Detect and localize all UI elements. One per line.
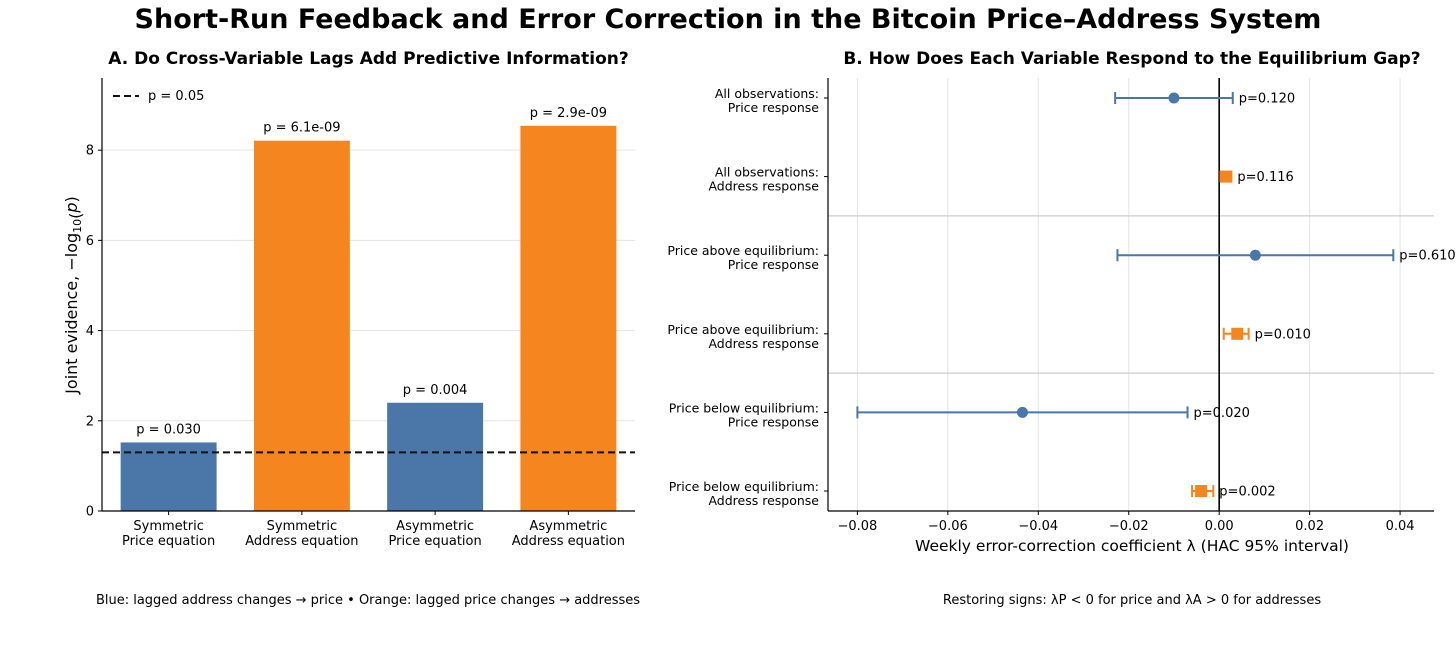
row-label: Price below equilibrium: bbox=[669, 400, 819, 415]
y-tick-label: 8 bbox=[86, 144, 94, 159]
p-value-label: p=0.020 bbox=[1194, 406, 1250, 421]
bar bbox=[253, 140, 350, 511]
p-value-label: p=0.610 bbox=[1399, 249, 1455, 264]
x-tick-label: 0.04 bbox=[1386, 519, 1415, 534]
y-axis-label-part: p bbox=[62, 202, 81, 213]
row-label: Price below equilibrium: bbox=[669, 479, 819, 494]
bar bbox=[520, 125, 617, 511]
row-label: All observations: bbox=[715, 165, 819, 180]
x-tick-label: −0.08 bbox=[837, 519, 877, 534]
estimate-point bbox=[1219, 170, 1232, 183]
row-label: Price response bbox=[728, 414, 820, 429]
legend-label: p = 0.05 bbox=[148, 89, 204, 104]
row-label: Price response bbox=[728, 100, 820, 115]
panel-b-title: B. How Does Each Variable Respond to the… bbox=[843, 49, 1420, 69]
x-tick-label: Symmetric bbox=[133, 519, 203, 534]
p-value-label: p=0.010 bbox=[1255, 327, 1311, 342]
y-tick-label: 6 bbox=[86, 234, 94, 249]
bar-data-label: p = 6.1e-09 bbox=[263, 121, 340, 136]
row-label: All observations: bbox=[715, 86, 819, 101]
p-value-label: p=0.120 bbox=[1239, 92, 1295, 107]
x-tick-label: Address equation bbox=[512, 534, 625, 549]
y-tick-label: 2 bbox=[86, 414, 94, 429]
x-tick-label: Price equation bbox=[389, 534, 482, 549]
p-value-label: p=0.116 bbox=[1237, 170, 1293, 185]
p-value-label: p=0.002 bbox=[1219, 485, 1275, 500]
figure-title: Short-Run Feedback and Error Correction … bbox=[134, 4, 1322, 35]
estimate-point bbox=[1016, 406, 1028, 418]
x-tick-label: Address equation bbox=[245, 534, 358, 549]
x-tick-label: Symmetric bbox=[267, 519, 337, 534]
y-axis-label-part: 10 bbox=[71, 219, 84, 233]
panel-b-note: Restoring signs: λP < 0 for price and λA… bbox=[943, 593, 1321, 608]
bar-data-label: p = 0.030 bbox=[136, 422, 201, 437]
bar bbox=[387, 402, 484, 511]
row-label: Price response bbox=[728, 257, 820, 272]
estimate-point bbox=[1168, 92, 1180, 104]
panel-a-title: A. Do Cross-Variable Lags Add Predictive… bbox=[108, 49, 629, 69]
x-tick-label: Price equation bbox=[122, 534, 215, 549]
x-axis-label: Weekly error-correction coefficient λ (H… bbox=[915, 537, 1349, 555]
bar bbox=[120, 442, 217, 511]
y-tick-label: 4 bbox=[86, 324, 94, 339]
row-label: Price above equilibrium: bbox=[667, 322, 819, 337]
row-label: Address response bbox=[708, 336, 819, 351]
bar-data-label: p = 0.004 bbox=[403, 383, 468, 398]
row-label: Price above equilibrium: bbox=[667, 243, 819, 258]
estimate-point bbox=[1195, 485, 1208, 497]
panel-a-note: Blue: lagged address changes → price • O… bbox=[96, 593, 640, 608]
y-axis-label: Joint evidence, −log10(p) bbox=[62, 196, 85, 395]
estimate-point bbox=[1231, 327, 1244, 340]
x-tick-label: −0.02 bbox=[1109, 519, 1149, 534]
row-label: Address response bbox=[708, 179, 819, 194]
x-tick-label: 0.02 bbox=[1295, 519, 1324, 534]
y-axis-label-part: Joint evidence, −log bbox=[62, 233, 81, 395]
y-axis-label-part: ( bbox=[66, 213, 85, 219]
x-tick-label: Asymmetric bbox=[529, 519, 607, 534]
row-label: Address response bbox=[708, 493, 819, 508]
y-tick-label: 0 bbox=[86, 505, 94, 520]
x-tick-label: −0.04 bbox=[1018, 519, 1058, 534]
y-axis-label-part: ) bbox=[62, 196, 81, 202]
estimate-point bbox=[1249, 249, 1261, 261]
x-tick-label: Asymmetric bbox=[396, 519, 474, 534]
x-tick-label: −0.06 bbox=[928, 519, 968, 534]
x-tick-label: 0.00 bbox=[1205, 519, 1234, 534]
bar-data-label: p = 2.9e-09 bbox=[530, 106, 607, 121]
